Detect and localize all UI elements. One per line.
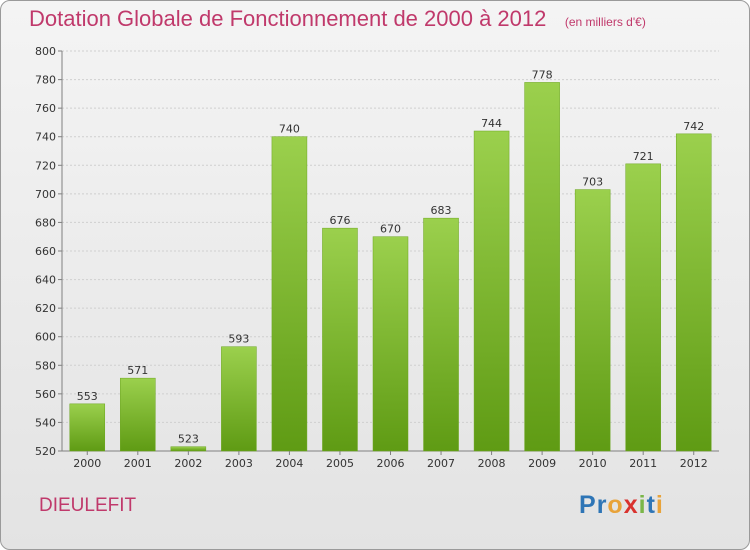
data-label: 670 xyxy=(380,223,401,236)
y-tick-label: 600 xyxy=(35,331,56,344)
bar xyxy=(120,377,156,452)
x-tick-label: 2010 xyxy=(579,457,607,470)
y-tick-label: 640 xyxy=(35,274,56,287)
data-label: 703 xyxy=(582,176,603,189)
data-label: 683 xyxy=(431,204,452,217)
data-label: 744 xyxy=(481,117,502,130)
y-tick-label: 740 xyxy=(35,131,56,144)
x-tick-label: 2005 xyxy=(326,457,354,470)
commune-name: DIEULEFIT xyxy=(39,495,137,516)
y-tick-label: 680 xyxy=(35,216,56,229)
bar xyxy=(423,217,459,452)
data-label: 676 xyxy=(329,214,350,227)
logo-letter: i xyxy=(638,491,647,519)
x-tick-label: 2001 xyxy=(124,457,152,470)
data-label: 778 xyxy=(532,68,553,81)
x-tick-label: 2012 xyxy=(680,457,708,470)
x-tick-label: 2000 xyxy=(73,457,101,470)
y-tick-label: 580 xyxy=(35,359,56,372)
x-tick-label: 2002 xyxy=(174,457,202,470)
x-tick-label: 2003 xyxy=(225,457,253,470)
y-tick-label: 720 xyxy=(35,159,56,172)
bar xyxy=(372,236,409,452)
y-tick-label: 520 xyxy=(35,445,56,458)
y-tick-label: 660 xyxy=(35,245,56,258)
logo-letter: r xyxy=(596,491,608,519)
title-row: Dotation Globale de Fonctionnement de 20… xyxy=(29,6,646,32)
data-label: 523 xyxy=(178,433,199,446)
x-tick-label: 2011 xyxy=(629,457,657,470)
y-tick-label: 560 xyxy=(35,388,56,401)
bar xyxy=(271,136,308,452)
data-label: 742 xyxy=(683,120,704,133)
bar xyxy=(625,163,661,452)
x-tick-label: 2007 xyxy=(427,457,455,470)
logo-letter: o xyxy=(607,491,624,519)
y-tick-label: 780 xyxy=(35,74,56,87)
bar xyxy=(322,227,358,452)
data-label: 593 xyxy=(228,333,249,346)
logo-letter: x xyxy=(623,491,639,519)
x-tick-label: 2008 xyxy=(478,457,506,470)
data-label: 553 xyxy=(77,390,98,403)
x-tick-label: 2009 xyxy=(528,457,556,470)
y-tick-label: 760 xyxy=(35,102,56,115)
y-tick-label: 800 xyxy=(35,45,56,58)
bar xyxy=(574,189,611,452)
data-label: 721 xyxy=(633,150,654,163)
x-tick-label: 2004 xyxy=(275,457,303,470)
y-tick-label: 700 xyxy=(35,188,56,201)
bar xyxy=(170,446,207,452)
bar xyxy=(473,130,510,452)
bar xyxy=(675,133,712,452)
chart-title: Dotation Globale de Fonctionnement de 20… xyxy=(29,6,547,31)
x-tick-label: 2006 xyxy=(377,457,405,470)
data-label: 740 xyxy=(279,123,300,136)
chart-subtitle: (en milliers d'€) xyxy=(564,15,646,29)
bar xyxy=(524,82,560,452)
logo-letter: i xyxy=(655,491,664,519)
y-tick-label: 620 xyxy=(35,302,56,315)
y-tick-label: 540 xyxy=(35,416,56,429)
proxiti-logo[interactable]: Proxiti xyxy=(579,491,664,520)
bar xyxy=(69,403,106,452)
logo-letter: t xyxy=(646,491,656,519)
bar xyxy=(221,346,257,452)
data-label: 571 xyxy=(127,364,148,377)
logo-letter: P xyxy=(579,491,597,519)
